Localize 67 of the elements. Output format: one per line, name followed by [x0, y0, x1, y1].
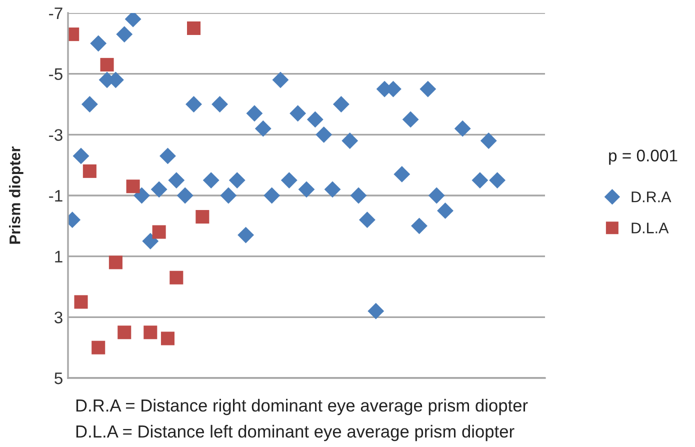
point [100, 58, 114, 72]
y-tick-label: -1 [49, 190, 62, 202]
text: D.R.A = Distance right dominant eye average prism diopter [76, 398, 528, 416]
point [134, 187, 150, 204]
point [420, 80, 436, 98]
point [212, 96, 228, 112]
point [428, 187, 445, 204]
y-tick-label: 3 [54, 312, 62, 324]
point [238, 226, 254, 244]
point [228, 172, 246, 189]
point [316, 126, 332, 143]
point [144, 326, 158, 340]
point [254, 120, 272, 137]
point [402, 111, 419, 128]
point [116, 26, 133, 43]
y-tick-label: 5 [54, 372, 62, 384]
point [90, 35, 107, 52]
point [168, 172, 185, 189]
point [324, 181, 341, 198]
y-tick-label: 1 [55, 250, 62, 262]
point [126, 180, 140, 194]
point [394, 166, 410, 182]
point [72, 148, 90, 164]
point [74, 295, 88, 309]
point [480, 132, 497, 149]
point [332, 96, 350, 112]
point [160, 332, 175, 346]
point [196, 210, 210, 224]
point [160, 148, 176, 164]
point [290, 105, 306, 122]
point [92, 340, 106, 354]
point [306, 111, 324, 128]
point [176, 187, 194, 204]
point [358, 212, 376, 228]
legend-label: D.L.A [632, 222, 669, 234]
point [454, 120, 471, 137]
point [246, 105, 263, 122]
y-tick-label: -3 [49, 129, 62, 141]
legend-label: D.R.A [632, 192, 672, 202]
point [186, 21, 201, 35]
y-axis-title: Prism diopter [9, 146, 24, 244]
y-tick-label: -7 [49, 8, 62, 20]
point [350, 187, 367, 204]
point [280, 172, 298, 189]
point [118, 326, 132, 340]
point [152, 225, 166, 239]
point [298, 181, 315, 198]
point [81, 96, 98, 112]
point [437, 202, 454, 219]
point [82, 164, 96, 178]
point [264, 187, 280, 204]
point [272, 72, 289, 88]
point [202, 172, 220, 189]
point [170, 270, 184, 284]
point [342, 132, 358, 149]
point [489, 172, 506, 189]
point [186, 96, 202, 112]
point [150, 181, 168, 198]
point [108, 256, 122, 270]
point [220, 187, 237, 204]
point [411, 218, 428, 234]
point [368, 302, 384, 320]
y-tick-label: -5 [49, 68, 62, 80]
text: p = 0.001 [609, 150, 678, 165]
text: D.L.A = Distance left dominant eye average prism diopter [76, 424, 514, 442]
point [142, 232, 159, 250]
point [472, 172, 488, 189]
